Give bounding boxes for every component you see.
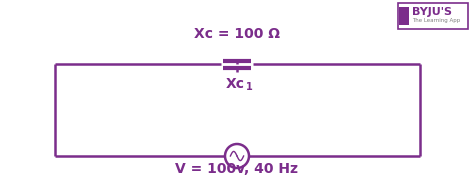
Text: BYJU'S: BYJU'S: [412, 7, 452, 17]
Text: Xc = 100 Ω: Xc = 100 Ω: [194, 27, 280, 41]
Text: 1: 1: [246, 82, 252, 92]
Text: Xc: Xc: [226, 77, 245, 91]
Text: The Learning App: The Learning App: [412, 18, 460, 23]
FancyBboxPatch shape: [398, 3, 468, 29]
Text: V = 100v, 40 Hz: V = 100v, 40 Hz: [175, 162, 299, 176]
FancyBboxPatch shape: [399, 7, 409, 25]
